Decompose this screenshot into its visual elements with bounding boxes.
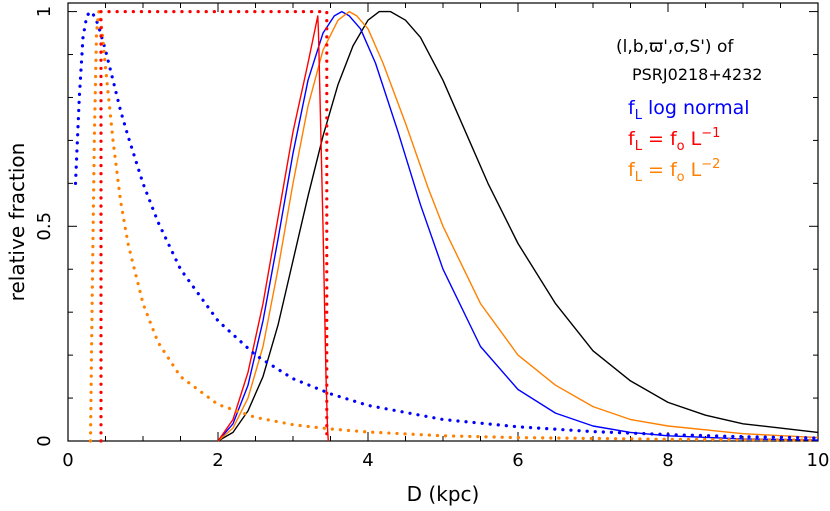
legend-entry-1: fL = fo L−1	[628, 126, 720, 154]
y-tick-label: 1	[34, 6, 55, 17]
x-axis-title: D (kpc)	[407, 482, 480, 506]
series-line-5-dotted	[88, 10, 820, 443]
x-tick-label: 8	[662, 450, 673, 471]
series-line-2-solid	[217, 10, 819, 442]
legend: fL log normal fL = fo L−1 fL = fo L−2	[628, 97, 750, 185]
x-tick-label: 10	[807, 450, 830, 471]
y-axis-title: relative fraction	[5, 143, 29, 302]
series-line-4-dotted	[73, 10, 820, 440]
legend-entry-2: fL = fo L−2	[628, 157, 720, 185]
annotation-line-1: (l,b,ϖ',σ,S') of	[616, 37, 734, 57]
annotation-line-2: PSRJ0218+4232	[632, 65, 762, 84]
series-line-3-solid	[217, 15, 329, 442]
ticks: 0 2 4 6 8 10 0 0.5 1	[34, 3, 829, 471]
series-group	[73, 10, 820, 443]
y-tick-label: 0	[34, 435, 55, 446]
series-line-0-solid	[217, 10, 819, 442]
x-tick-label: 4	[362, 450, 373, 471]
legend-entry-0: fL log normal	[628, 97, 750, 123]
y-tick-label: 0.5	[34, 212, 55, 241]
series-line-6-dotted	[99, 10, 329, 443]
series-line-1-solid	[217, 10, 819, 442]
x-tick-label: 0	[62, 450, 73, 471]
x-tick-label: 6	[512, 450, 523, 471]
x-tick-label: 2	[212, 450, 223, 471]
